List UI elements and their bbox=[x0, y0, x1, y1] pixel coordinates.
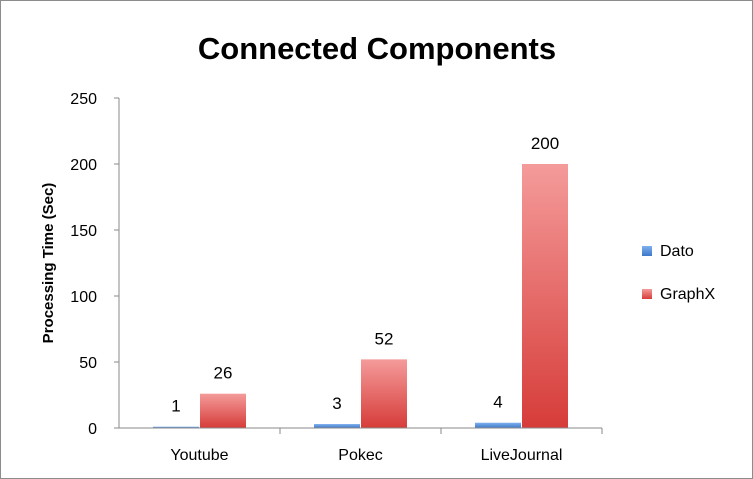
y-tick-label: 0 bbox=[88, 421, 97, 438]
y-tick-label: 100 bbox=[70, 289, 97, 306]
x-category-label: LiveJournal bbox=[481, 447, 563, 464]
x-category-label: Pokec bbox=[338, 447, 382, 464]
bar-dato-youtube bbox=[153, 426, 199, 428]
x-category-label: Youtube bbox=[170, 447, 228, 464]
bar-graphx-livejournal bbox=[522, 164, 568, 428]
y-tick-label: 200 bbox=[70, 157, 97, 174]
x-axis-labels: Youtube Pokec LiveJournal bbox=[170, 428, 603, 464]
legend-swatch-graphx bbox=[642, 289, 652, 299]
data-labels: 1 26 3 52 4 200 bbox=[171, 134, 559, 416]
legend-swatch-dato bbox=[642, 246, 652, 256]
y-tick-label: 150 bbox=[70, 223, 97, 240]
legend-label-graphx: GraphX bbox=[660, 286, 715, 303]
data-label-dato-livejournal: 4 bbox=[493, 393, 502, 412]
legend-label-dato: Dato bbox=[660, 243, 694, 260]
y-axis-ticks: 0 50 100 150 200 250 bbox=[70, 91, 119, 438]
legend: Dato GraphX bbox=[642, 243, 715, 303]
data-label-dato-pokec: 3 bbox=[332, 394, 341, 413]
y-tick-label: 50 bbox=[79, 355, 97, 372]
bar-graphx-youtube bbox=[200, 393, 246, 428]
data-label-dato-youtube: 1 bbox=[171, 397, 180, 416]
data-label-graphx-pokec: 52 bbox=[375, 329, 394, 348]
bar-dato-pokec bbox=[314, 424, 360, 428]
y-axis-label: Processing Time (Sec) bbox=[40, 183, 57, 344]
y-tick-label: 250 bbox=[70, 91, 97, 108]
data-label-graphx-livejournal: 200 bbox=[531, 134, 559, 153]
chart-title: Connected Components bbox=[198, 31, 556, 66]
data-label-graphx-youtube: 26 bbox=[214, 364, 233, 383]
bars bbox=[153, 164, 568, 428]
bar-dato-livejournal bbox=[475, 422, 521, 428]
bar-graphx-pokec bbox=[361, 359, 407, 428]
